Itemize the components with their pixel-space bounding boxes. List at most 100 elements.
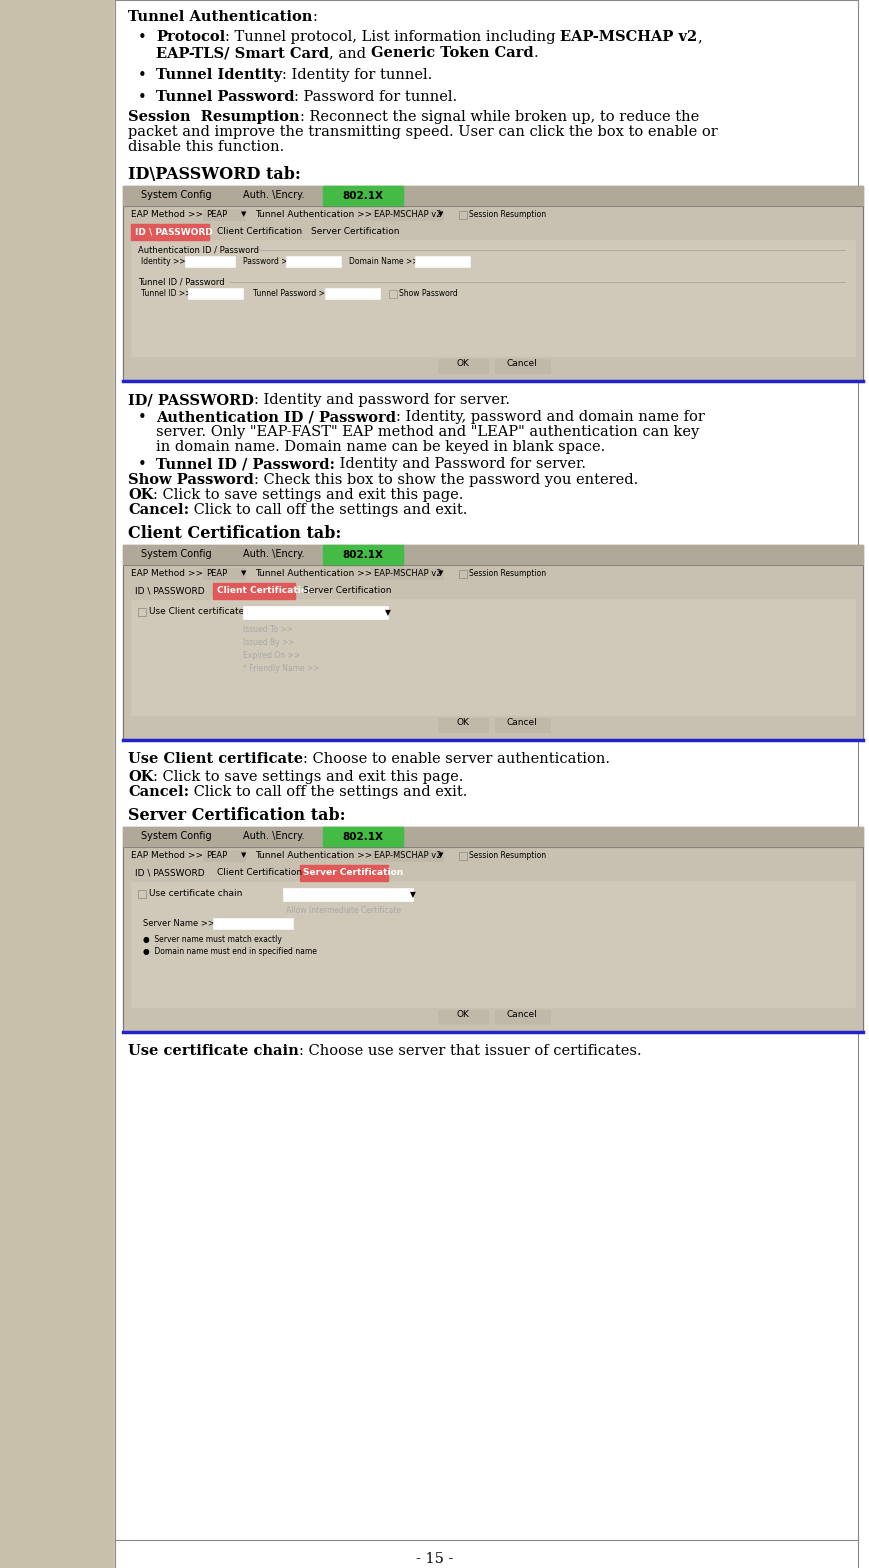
Bar [242,605,388,619]
Text: Generic Token Card: Generic Token Card [370,45,533,60]
Bar [282,887,413,902]
Text: EAP Method >>: EAP Method >> [131,210,202,220]
Text: 802.1X: 802.1X [342,550,383,560]
Text: in domain name. Domain name can be keyed in blank space.: in domain name. Domain name can be keyed… [156,441,605,455]
Text: ▼: ▼ [241,851,246,858]
Bar [115,0,869,1568]
Text: : Identity for tunnel.: : Identity for tunnel. [282,67,432,82]
Text: ▼: ▼ [385,608,390,616]
Bar [322,546,402,564]
Text: : Check this box to show the password you entered.: : Check this box to show the password yo… [254,474,637,488]
Text: Tunnel Password: Tunnel Password [156,89,295,103]
Text: Tunnel Authentication >>: Tunnel Authentication >> [255,210,372,220]
Text: Tunnel Password >>: Tunnel Password >> [253,289,331,298]
Bar [138,891,146,898]
Text: disable this function.: disable this function. [128,140,284,154]
Text: •: • [138,89,147,105]
Text: Client Certification tab:: Client Certification tab: [128,525,341,543]
Text: ▼: ▼ [241,571,246,575]
Text: •: • [138,67,147,83]
Text: Password >>: Password >> [242,257,294,267]
Text: Tunnel ID >>: Tunnel ID >> [141,289,191,298]
Bar [131,599,854,715]
Text: ID \ PASSWORD: ID \ PASSWORD [135,227,213,237]
Text: , and: , and [328,45,370,60]
Text: Cancel: Cancel [506,1010,537,1019]
Text: : Tunnel protocol, List information including: : Tunnel protocol, List information incl… [225,30,560,44]
Text: Tunnel Identity: Tunnel Identity [156,67,282,82]
Text: : Click to save settings and exit this page.: : Click to save settings and exit this p… [153,770,463,784]
Text: Issued By >>: Issued By >> [242,638,295,648]
Text: Use Client certificate: Use Client certificate [149,607,244,616]
Text: Use Client certificate: Use Client certificate [128,753,302,767]
Text: EAP-MSCHAP v2: EAP-MSCHAP v2 [374,210,441,220]
Text: Cancel: Cancel [506,359,537,367]
Text: Tunnel Authentication >>: Tunnel Authentication >> [255,569,372,579]
Bar [459,571,467,579]
Text: EAP-MSCHAP v2: EAP-MSCHAP v2 [560,30,697,44]
Text: Expired On >>: Expired On >> [242,651,300,660]
Bar [459,851,467,859]
Bar [213,917,293,928]
Bar [131,224,209,240]
Bar [494,359,549,373]
Text: Issued To >>: Issued To >> [242,626,293,633]
Bar [325,289,380,299]
Bar [123,826,862,1032]
Bar [370,209,442,220]
Text: Auth. \Encry.: Auth. \Encry. [242,831,304,840]
Bar [131,583,209,599]
Text: OK: OK [128,488,153,502]
Bar [123,187,862,381]
Text: Identity and Password for server.: Identity and Password for server. [335,456,586,470]
Text: :: : [312,9,317,24]
Text: Session  Resumption: Session Resumption [128,110,299,124]
Bar [123,546,862,740]
Bar [322,826,402,847]
Bar [123,187,862,205]
Bar [202,850,245,861]
Bar [370,850,442,861]
Bar [123,546,862,740]
Bar [123,187,862,381]
Text: : Choose use server that issuer of certificates.: : Choose use server that issuer of certi… [298,1044,640,1058]
Text: Tunnel Authentication >>: Tunnel Authentication >> [255,851,372,859]
Text: Client Certification: Client Certification [216,869,302,877]
Text: EAP Method >>: EAP Method >> [131,851,202,859]
Text: Authentication ID / Password: Authentication ID / Password [156,409,395,423]
Text: Tunnel ID / Password:: Tunnel ID / Password: [156,456,335,470]
Text: packet and improve the transmitting speed. User can click the box to enable or: packet and improve the transmitting spee… [128,125,717,140]
Text: Client Certification: Client Certification [216,227,302,237]
Text: Cancel: Cancel [506,718,537,726]
Bar [494,718,549,732]
Text: OK: OK [456,359,469,367]
Text: Server Certification tab:: Server Certification tab: [128,808,345,825]
Text: •: • [138,409,147,425]
Text: ●  Server name must match exactly: ● Server name must match exactly [143,935,282,944]
Text: PEAP: PEAP [206,210,227,220]
Text: ▼: ▼ [241,212,246,216]
Text: PEAP: PEAP [206,851,227,859]
Bar [415,256,469,267]
Text: Tunnel Authentication: Tunnel Authentication [128,9,312,24]
Text: : Reconnect the signal while broken up, to reduce the: : Reconnect the signal while broken up, … [299,110,698,124]
Text: Protocol: Protocol [156,30,225,44]
Text: EAP Method >>: EAP Method >> [131,569,202,579]
Text: ●  Domain name must end in specified name: ● Domain name must end in specified name [143,947,316,956]
Bar [131,866,209,881]
Bar [459,212,467,220]
Bar [322,187,402,205]
Bar [123,546,862,564]
Text: System Config: System Config [141,549,211,560]
Text: : Password for tunnel.: : Password for tunnel. [295,89,457,103]
Bar [213,866,295,881]
Text: •: • [138,30,147,45]
Text: * Friendly Name >>: * Friendly Name >> [242,663,319,673]
Text: .: . [533,45,537,60]
Bar [131,240,854,356]
Text: ID\PASSWORD tab:: ID\PASSWORD tab: [128,166,301,183]
Text: OK: OK [128,770,153,784]
Text: ID \ PASSWORD: ID \ PASSWORD [135,586,204,594]
Bar [185,256,235,267]
Text: Allow Intermediate Certificate: Allow Intermediate Certificate [286,906,401,916]
